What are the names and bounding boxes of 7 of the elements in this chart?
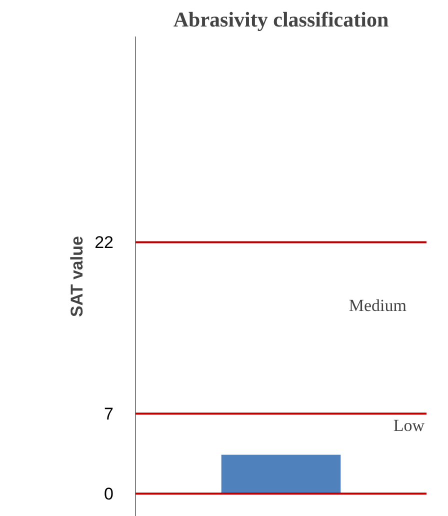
y-tick-label: 7 <box>104 404 114 424</box>
chart-title: Abrasivity classification <box>173 8 389 32</box>
y-tick-label: 0 <box>104 484 114 504</box>
y-axis-title: SAT value <box>68 236 87 317</box>
annotation: Medium <box>348 296 406 315</box>
y-tick-label: 22 <box>94 233 114 252</box>
annotation: Low <box>393 416 426 435</box>
